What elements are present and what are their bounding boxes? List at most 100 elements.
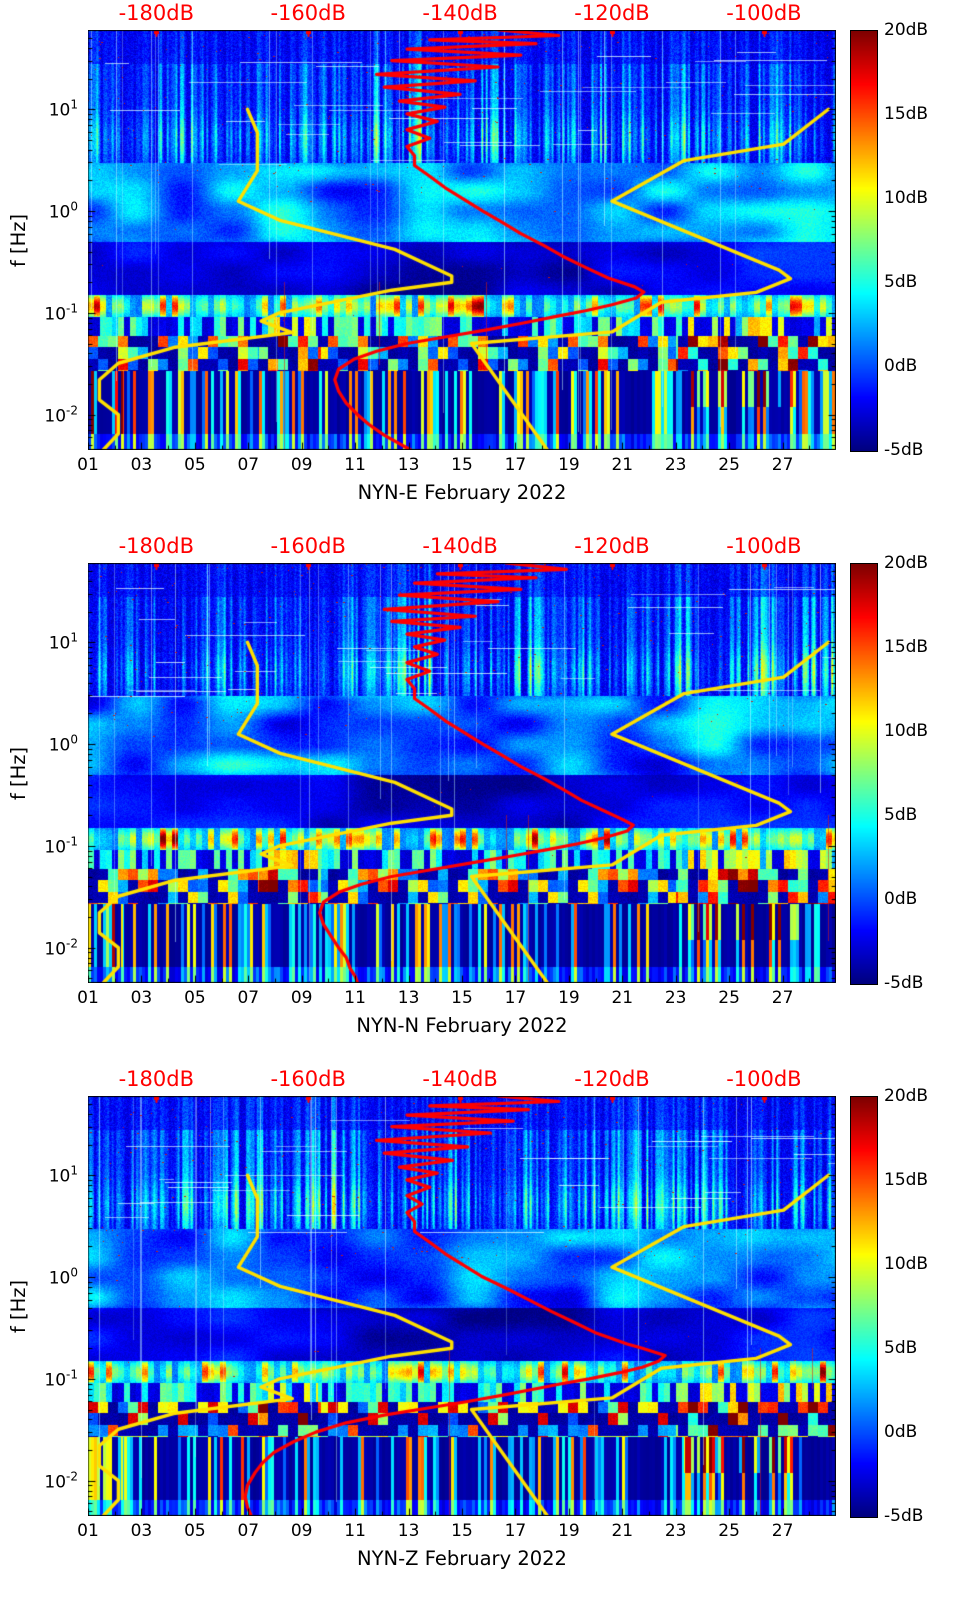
- x-tick-label: 13: [397, 1521, 420, 1541]
- x-tick-label: 25: [718, 1521, 740, 1541]
- y-tick-label: 10-2: [44, 1469, 78, 1493]
- colorbar-tick-label: 5dB: [884, 272, 918, 292]
- x-axis-title: NYN-Z February 2022: [357, 1547, 567, 1570]
- top-axis-db-labels: -180dB -160dB -140dB -120dB -100dB: [88, 1067, 836, 1094]
- colorbar-tick-labels: 20dB 15dB 10dB 5dB 0dB -5dB: [884, 20, 960, 460]
- top-axis-db-label: -160dB: [270, 1, 346, 25]
- y-tick-labels: 101 100 10-1 10-2: [0, 1096, 84, 1516]
- colorbar: [850, 563, 878, 985]
- colorbar-tick-label: -5dB: [884, 440, 924, 460]
- x-tick-label: 19: [558, 988, 580, 1008]
- top-axis-db-label: -140dB: [422, 1067, 498, 1091]
- spectrogram-canvas: [88, 563, 836, 983]
- colorbar-tick-label: 0dB: [884, 889, 918, 909]
- top-axis-db-labels: -180dB -160dB -140dB -120dB -100dB: [88, 534, 836, 561]
- y-tick-label: 10-1: [44, 1367, 78, 1391]
- x-tick-label: 21: [611, 1521, 634, 1541]
- x-tick-label: 07: [237, 455, 260, 475]
- top-axis-db-label: -180dB: [118, 534, 194, 558]
- colorbar-tick-label: 0dB: [884, 1422, 918, 1442]
- colorbar-tick-label: 0dB: [884, 356, 918, 376]
- x-tick-label: 17: [504, 988, 527, 1008]
- x-tick-label: 11: [344, 1521, 366, 1541]
- x-tick-label: 17: [504, 455, 527, 475]
- top-axis-db-label: -120dB: [574, 1, 650, 25]
- top-axis-db-label: -140dB: [422, 1, 498, 25]
- top-axis-db-label: -160dB: [270, 1067, 346, 1091]
- y-tick-label: 10-1: [44, 834, 78, 858]
- x-tick-label: 27: [771, 1521, 794, 1541]
- x-tick-label: 15: [451, 988, 473, 1008]
- colorbar-tick-label: 15dB: [884, 1170, 929, 1190]
- x-tick-label: 01: [77, 988, 99, 1008]
- x-tick-label: 21: [611, 988, 634, 1008]
- colorbar-tick-label: 5dB: [884, 1338, 918, 1358]
- spectrogram-panel-nyn-e: -180dB -160dB -140dB -120dB -100dB f [Hz] 10…: [0, 0, 962, 533]
- x-tick-label: 05: [184, 1521, 206, 1541]
- x-tick-label: 25: [718, 455, 740, 475]
- x-tick-label: 03: [130, 455, 153, 475]
- x-tick-labels: 01 03 05 07 09 11 13 15 17 19 21 23 25 27: [77, 1521, 836, 1545]
- colorbar-tick-label: 10dB: [884, 188, 929, 208]
- x-tick-label: 17: [504, 1521, 527, 1541]
- y-tick-label: 101: [48, 630, 78, 654]
- x-tick-labels: 01 03 05 07 09 11 13 15 17 19 21 23 25 27: [77, 455, 836, 479]
- x-tick-label: 03: [130, 988, 153, 1008]
- x-tick-label: 01: [77, 455, 99, 475]
- x-tick-label: 23: [664, 455, 687, 475]
- y-tick-label: 100: [48, 732, 78, 756]
- y-tick-label: 10-2: [44, 936, 78, 960]
- x-tick-label: 05: [184, 455, 206, 475]
- y-tick-label: 100: [48, 199, 78, 223]
- x-tick-label: 23: [664, 988, 687, 1008]
- colorbar-tick-label: -5dB: [884, 973, 924, 993]
- colorbar: [850, 30, 878, 452]
- y-tick-label: 10-2: [44, 403, 78, 427]
- x-tick-label: 21: [611, 455, 634, 475]
- x-tick-label: 09: [290, 455, 313, 475]
- x-tick-label: 03: [130, 1521, 153, 1541]
- y-tick-label: 101: [48, 1163, 78, 1187]
- x-tick-label: 23: [664, 1521, 687, 1541]
- x-tick-label: 27: [771, 455, 794, 475]
- colorbar-tick-label: 20dB: [884, 20, 929, 40]
- x-tick-label: 15: [451, 455, 473, 475]
- colorbar-tick-label: 20dB: [884, 553, 929, 573]
- colorbar-tick-label: 15dB: [884, 104, 929, 124]
- x-tick-label: 07: [237, 1521, 260, 1541]
- colorbar: [850, 1096, 878, 1518]
- x-tick-label: 01: [77, 1521, 99, 1541]
- spectrogram-panel-nyn-z: -180dB -160dB -140dB -120dB -100dB f [Hz] 10…: [0, 1066, 962, 1599]
- top-axis-db-label: -100dB: [726, 534, 802, 558]
- spectrogram-panel-nyn-n: -180dB -160dB -140dB -120dB -100dB f [Hz] 10…: [0, 533, 962, 1066]
- x-tick-label: 09: [290, 1521, 313, 1541]
- x-tick-label: 11: [344, 988, 366, 1008]
- colorbar-tick-label: 10dB: [884, 721, 929, 741]
- x-tick-label: 15: [451, 1521, 473, 1541]
- x-tick-label: 13: [397, 988, 420, 1008]
- top-axis-db-label: -140dB: [422, 534, 498, 558]
- colorbar-tick-labels: 20dB 15dB 10dB 5dB 0dB -5dB: [884, 1086, 960, 1526]
- y-tick-label: 100: [48, 1265, 78, 1289]
- x-tick-label: 13: [397, 455, 420, 475]
- top-axis-db-labels: -180dB -160dB -140dB -120dB -100dB: [88, 1, 836, 28]
- top-axis-db-label: -100dB: [726, 1067, 802, 1091]
- colorbar-tick-label: -5dB: [884, 1506, 924, 1526]
- colorbar-tick-labels: 20dB 15dB 10dB 5dB 0dB -5dB: [884, 553, 960, 993]
- top-axis-db-label: -180dB: [118, 1067, 194, 1091]
- colorbar-tick-label: 15dB: [884, 637, 929, 657]
- spectrogram-canvas: [88, 30, 836, 450]
- top-axis-db-label: -120dB: [574, 1067, 650, 1091]
- y-tick-label: 101: [48, 97, 78, 121]
- y-tick-label: 10-1: [44, 301, 78, 325]
- y-tick-labels: 101 100 10-1 10-2: [0, 30, 84, 450]
- top-axis-db-label: -180dB: [118, 1, 194, 25]
- top-axis-db-label: -160dB: [270, 534, 346, 558]
- spectrogram-canvas: [88, 1096, 836, 1516]
- top-axis-db-label: -120dB: [574, 534, 650, 558]
- x-tick-labels: 01 03 05 07 09 11 13 15 17 19 21 23 25 27: [77, 988, 836, 1012]
- x-axis-title: NYN-N February 2022: [356, 1014, 568, 1037]
- top-axis-db-label: -100dB: [726, 1, 802, 25]
- x-tick-label: 05: [184, 988, 206, 1008]
- x-tick-label: 11: [344, 455, 366, 475]
